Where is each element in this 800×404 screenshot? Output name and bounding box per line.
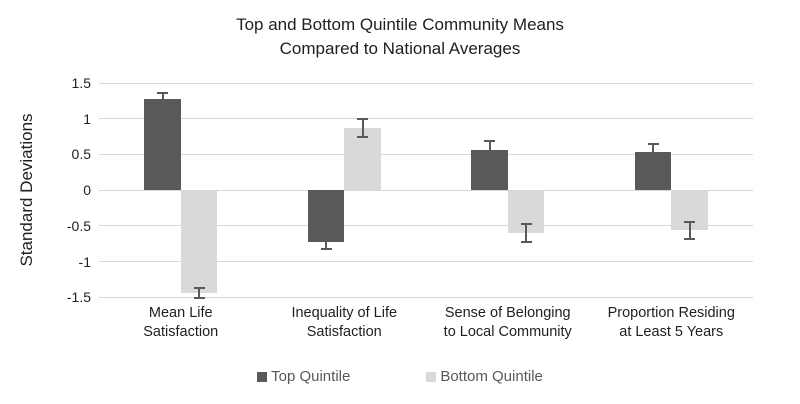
chart-title: Top and Bottom Quintile Community Means … xyxy=(0,13,800,61)
y-tick-label: -1.5 xyxy=(66,289,91,306)
error-bar-cap xyxy=(357,118,368,121)
x-category-label: Inequality of Life Satisfaction xyxy=(261,304,427,342)
gridline xyxy=(99,189,753,191)
plot-area xyxy=(99,82,753,299)
y-axis-title: Standard Deviations xyxy=(17,113,36,267)
bottom-quintile-swatch-icon xyxy=(426,371,437,382)
error-bar-cap xyxy=(157,103,168,106)
error-bar-stem xyxy=(488,140,491,160)
bar-bottom-quintile xyxy=(344,128,381,191)
x-category-label-line: Inequality of Life xyxy=(291,305,398,321)
error-bar-cap xyxy=(484,139,495,142)
legend-label: Bottom Quintile xyxy=(440,368,543,385)
error-bar-cap xyxy=(357,135,368,138)
error-bar-stem xyxy=(688,221,691,239)
gridline xyxy=(99,261,753,263)
error-bar-stem xyxy=(361,119,364,137)
gridline xyxy=(99,296,753,298)
gridline xyxy=(99,82,753,84)
error-bar-cap xyxy=(647,159,659,162)
x-category-label-line: Proportion Residing xyxy=(607,305,735,321)
y-tick-label: -1 xyxy=(78,253,91,270)
bar-bottom-quintile xyxy=(180,190,218,293)
error-bar-cap xyxy=(520,240,532,243)
bar-top-quintile xyxy=(144,98,181,191)
top-quintile-swatch-icon xyxy=(257,371,268,382)
x-category-label: Mean Life Satisfaction xyxy=(98,304,264,342)
x-category-label-line: Satisfaction xyxy=(143,324,219,340)
error-bar-stem xyxy=(652,143,654,161)
x-category-label: Proportion Residing at Least 5 Years xyxy=(588,304,754,342)
error-bar-cap xyxy=(157,92,168,94)
x-category-label-line: at Least 5 Years xyxy=(619,324,724,340)
chart-title-line1: Top and Bottom Quintile Community Means xyxy=(236,15,564,34)
error-bar-cap xyxy=(193,297,205,299)
error-bar-stem xyxy=(198,288,200,298)
error-bar-cap xyxy=(647,142,659,145)
x-category-label-line: Sense of Belonging xyxy=(444,305,571,321)
legend-label: Top Quintile xyxy=(271,368,351,385)
error-bar-cap xyxy=(484,158,495,161)
error-bar-cap xyxy=(193,287,205,289)
x-category-label-line: Satisfaction xyxy=(306,324,382,340)
error-bar-stem xyxy=(161,93,164,105)
y-tick-label: -0.5 xyxy=(66,217,91,234)
x-category-label: Sense of Belonging to Local Community xyxy=(425,304,591,342)
gridline xyxy=(99,153,753,155)
chart-legend: Top Quintile Bottom Quintile xyxy=(0,368,800,385)
error-bar-cap xyxy=(684,237,695,240)
error-bar-stem xyxy=(525,224,527,242)
legend-item-bottom-quintile: Bottom Quintile xyxy=(426,368,543,385)
legend-item-top-quintile: Top Quintile xyxy=(257,368,350,385)
chart-title-line2: Compared to National Averages xyxy=(279,39,521,58)
y-tick-label: 1.5 xyxy=(71,75,91,91)
x-category-label-line: to Local Community xyxy=(443,324,572,340)
y-tick-label: 1 xyxy=(83,110,91,127)
gridline xyxy=(99,225,753,227)
error-bar-cap xyxy=(320,232,332,235)
error-bar-cap xyxy=(520,223,532,226)
error-bar-stem xyxy=(325,233,327,250)
error-bar-cap xyxy=(320,248,332,251)
error-bar-cap xyxy=(684,220,695,223)
x-category-label-line: Mean Life xyxy=(148,305,213,321)
gridline xyxy=(99,118,753,120)
y-tick-label: 0 xyxy=(83,182,91,199)
y-tick-label: 0.5 xyxy=(71,146,91,163)
